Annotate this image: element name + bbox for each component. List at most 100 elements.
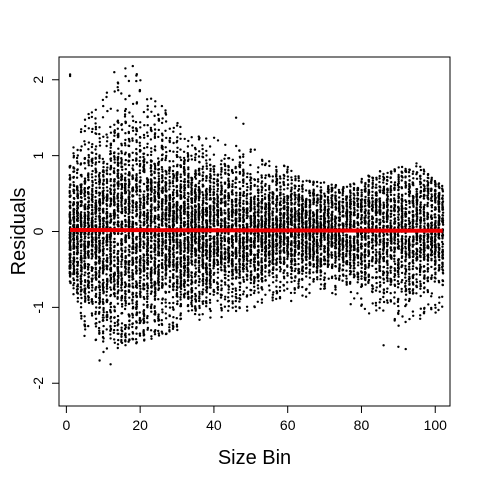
data-point (116, 314, 120, 318)
data-point (72, 264, 76, 268)
data-point (190, 250, 194, 253)
data-point (87, 219, 90, 222)
data-point (183, 178, 186, 181)
data-point (176, 171, 179, 174)
data-point (72, 267, 76, 270)
data-point (90, 204, 94, 207)
data-point (138, 232, 142, 235)
data-points (68, 64, 445, 366)
data-point (134, 120, 138, 124)
data-point (216, 236, 219, 240)
data-point (154, 266, 157, 270)
data-point (109, 261, 112, 265)
data-point (186, 304, 190, 308)
data-point (157, 171, 160, 175)
data-point (101, 191, 105, 194)
data-point (171, 180, 175, 183)
data-point (83, 284, 86, 287)
data-point (68, 242, 72, 245)
data-point (113, 321, 117, 325)
data-point (98, 222, 102, 225)
data-point (127, 326, 130, 329)
data-point (179, 156, 182, 159)
data-point (128, 111, 131, 114)
data-point (172, 288, 175, 291)
data-point (131, 186, 134, 190)
data-point (109, 167, 112, 170)
data-point (220, 246, 223, 249)
data-point (190, 239, 193, 242)
data-point (83, 143, 87, 146)
data-point (135, 313, 138, 317)
data-point (124, 107, 128, 111)
data-point (216, 234, 219, 237)
data-point (175, 288, 178, 292)
data-point (165, 136, 168, 140)
data-point (102, 302, 105, 306)
data-point (105, 299, 109, 302)
data-point (201, 165, 205, 168)
data-point (128, 244, 131, 247)
data-point (179, 206, 183, 210)
data-point (146, 297, 149, 301)
data-point (153, 198, 156, 201)
data-point (94, 117, 97, 120)
data-point (212, 197, 216, 200)
data-point (91, 143, 94, 146)
data-point (90, 278, 94, 281)
data-point (91, 238, 94, 241)
data-point (172, 276, 175, 280)
data-point (87, 161, 90, 165)
data-point (153, 248, 157, 251)
data-point (198, 250, 201, 253)
data-point (76, 201, 80, 204)
data-point (94, 244, 98, 248)
data-point (179, 317, 182, 321)
data-point (113, 256, 116, 259)
data-point (219, 266, 223, 269)
data-point (172, 184, 175, 188)
data-point (72, 220, 76, 224)
data-point (143, 268, 146, 272)
data-point (86, 205, 90, 208)
data-point (198, 195, 201, 199)
data-point (68, 247, 72, 251)
data-point (124, 192, 127, 195)
data-point (149, 128, 153, 132)
data-point (97, 326, 101, 330)
data-point (161, 233, 164, 236)
data-point (91, 218, 94, 222)
data-point (72, 201, 76, 204)
data-point (139, 237, 142, 240)
data-point (142, 242, 146, 245)
data-point (94, 178, 97, 182)
data-point (138, 171, 142, 175)
data-point (149, 329, 153, 332)
data-point (109, 303, 112, 306)
data-point (157, 298, 160, 301)
data-point (94, 240, 98, 244)
data-point (220, 170, 223, 173)
data-point (157, 177, 161, 181)
data-point (128, 250, 131, 254)
data-point (187, 158, 190, 161)
data-point (212, 211, 216, 214)
data-point (168, 194, 171, 197)
data-point (160, 145, 164, 149)
data-point (142, 199, 146, 202)
data-point (83, 334, 86, 338)
data-point (79, 277, 83, 281)
data-point (161, 198, 164, 202)
data-point (194, 252, 197, 255)
data-point (183, 220, 186, 224)
data-point (179, 148, 182, 151)
data-point (198, 160, 201, 164)
data-point (113, 232, 116, 235)
data-point (161, 138, 164, 141)
data-point (105, 204, 109, 207)
data-point (91, 190, 94, 194)
data-point (80, 317, 83, 320)
data-point (80, 145, 83, 148)
data-point (157, 247, 160, 250)
data-point (183, 288, 186, 292)
